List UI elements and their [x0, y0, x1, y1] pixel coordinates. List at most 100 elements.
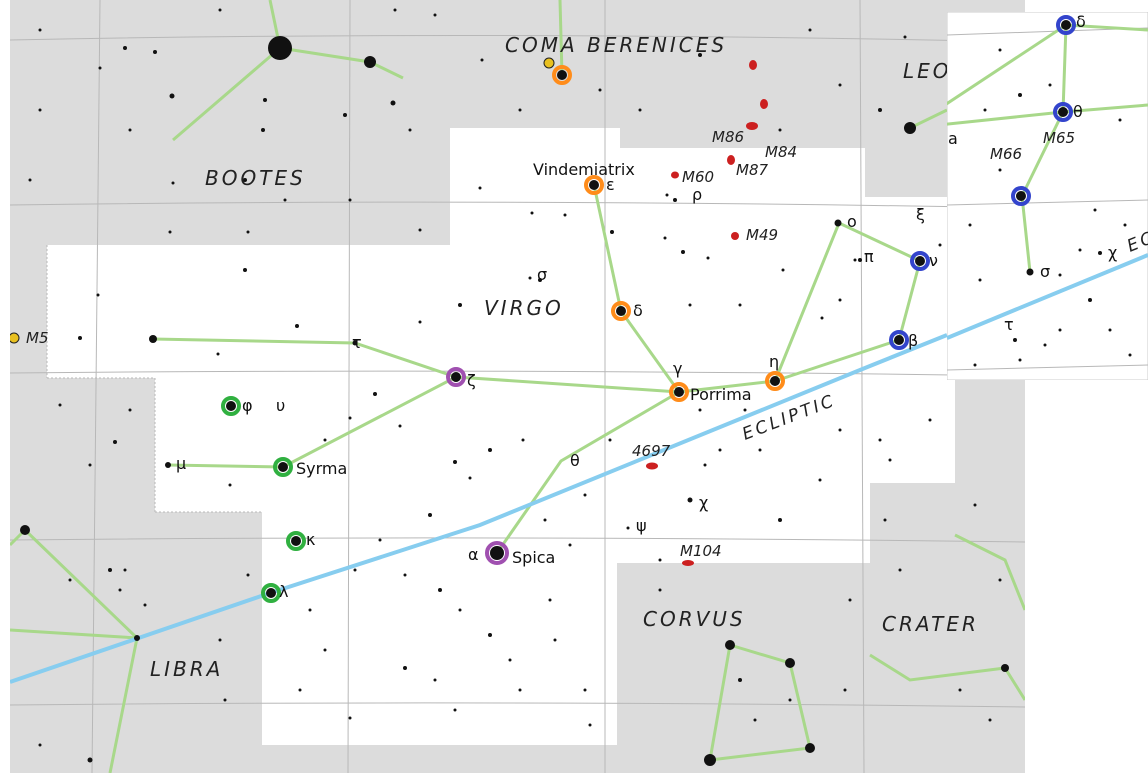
star — [1018, 358, 1022, 362]
highlighted-star — [261, 583, 281, 603]
greek-label: π — [864, 247, 874, 266]
highlighted-star — [765, 371, 785, 391]
star — [898, 568, 902, 572]
greek-label: γ — [673, 359, 682, 378]
star — [263, 98, 267, 102]
star — [1078, 248, 1082, 252]
star — [521, 438, 525, 442]
galaxy — [731, 232, 739, 240]
star — [38, 28, 42, 32]
galaxy — [682, 560, 694, 566]
greek-label: υ — [276, 396, 285, 415]
star — [973, 363, 977, 367]
star — [246, 573, 250, 577]
constellation-lines — [10, 0, 1025, 773]
galaxy — [727, 155, 735, 165]
star — [149, 335, 157, 343]
star — [123, 568, 127, 572]
star — [171, 181, 175, 185]
star — [858, 258, 862, 262]
galaxy — [746, 122, 758, 130]
stars: δ θ a σ χ τ — [948, 12, 1132, 367]
star — [938, 243, 942, 247]
star — [820, 316, 824, 320]
star — [743, 408, 747, 412]
star — [223, 698, 227, 702]
star — [638, 108, 642, 112]
star — [348, 198, 352, 202]
star — [508, 658, 512, 662]
star — [1118, 118, 1122, 122]
star — [788, 698, 792, 702]
star — [583, 493, 587, 497]
star — [770, 376, 780, 386]
star — [658, 558, 662, 562]
star — [1018, 93, 1022, 97]
star — [108, 568, 112, 572]
star — [153, 50, 157, 54]
star — [894, 335, 904, 345]
highlighted-star — [1053, 102, 1073, 122]
greek-label: δ — [1076, 12, 1086, 31]
star — [87, 757, 93, 763]
star — [557, 70, 567, 80]
star — [488, 448, 492, 452]
star — [610, 230, 614, 234]
star — [808, 28, 812, 32]
star — [218, 638, 222, 642]
star — [563, 213, 567, 217]
star — [96, 293, 100, 297]
star — [904, 122, 916, 134]
star — [626, 526, 630, 530]
star — [113, 440, 117, 444]
star — [169, 93, 175, 99]
star — [343, 113, 347, 117]
star — [453, 460, 457, 464]
star — [903, 35, 907, 39]
star — [1026, 268, 1034, 276]
star — [758, 448, 762, 452]
highlighted-star — [889, 330, 909, 350]
galaxy — [646, 462, 658, 470]
star — [451, 372, 461, 382]
star — [1108, 328, 1112, 332]
star — [888, 458, 892, 462]
star — [998, 578, 1002, 582]
star — [458, 303, 462, 307]
star — [165, 462, 171, 468]
deep-sky-label: M86 — [712, 128, 744, 146]
galaxy — [749, 60, 757, 70]
star — [998, 168, 1002, 172]
cluster — [543, 57, 555, 69]
star — [348, 416, 352, 420]
greek-label: φ — [242, 396, 253, 415]
highlighted-star — [611, 301, 631, 321]
star — [988, 718, 992, 722]
star — [663, 236, 667, 240]
greek-labels: ε ρ σ δ γ η οπ ξ ν β τ ζ φ υ μ θ χ ψ α κ λ — [176, 175, 938, 601]
star — [418, 320, 422, 324]
star — [543, 518, 547, 522]
star — [403, 573, 407, 577]
star — [598, 88, 602, 92]
greek-label: σ — [537, 265, 547, 284]
star — [958, 688, 962, 692]
star — [20, 525, 30, 535]
star — [1098, 251, 1102, 255]
star — [698, 408, 702, 412]
star — [528, 276, 532, 280]
constellation-label: CORVUS — [643, 607, 746, 631]
greek-label: ψ — [636, 516, 647, 535]
greek-label: χ — [699, 493, 708, 512]
star — [778, 518, 782, 522]
highlighted-star — [910, 251, 930, 271]
star — [418, 228, 422, 232]
deep-sky-label: M60 — [682, 168, 714, 186]
deep-sky-label: M65 — [1043, 129, 1075, 147]
star — [915, 256, 925, 266]
constellation-label: BOOTES — [205, 166, 306, 190]
star — [1088, 298, 1092, 302]
star — [433, 13, 437, 17]
